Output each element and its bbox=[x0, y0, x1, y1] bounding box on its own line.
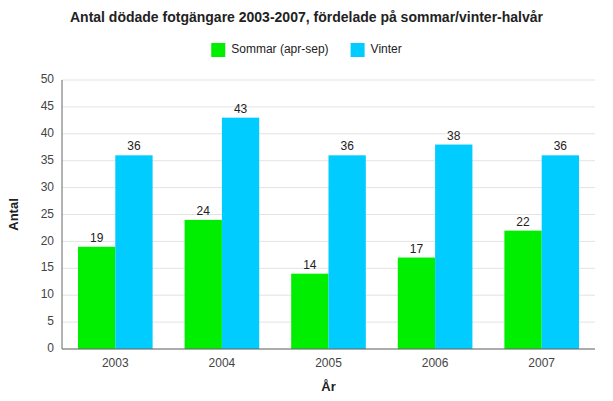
bar bbox=[78, 247, 115, 349]
x-tick-label: 2007 bbox=[528, 356, 555, 370]
data-label: 19 bbox=[90, 231, 104, 245]
bar bbox=[115, 155, 152, 349]
bar bbox=[504, 231, 541, 349]
bar bbox=[291, 274, 328, 349]
bar bbox=[185, 220, 222, 349]
y-axis-title: Antal bbox=[6, 198, 21, 231]
data-label: 38 bbox=[447, 129, 461, 143]
data-label: 22 bbox=[516, 215, 530, 229]
bar bbox=[398, 258, 435, 349]
y-tick-label: 35 bbox=[41, 153, 55, 167]
data-label: 36 bbox=[554, 139, 568, 153]
y-tick-label: 10 bbox=[41, 287, 55, 301]
bars bbox=[78, 118, 579, 349]
x-tick-label: 2006 bbox=[422, 356, 449, 370]
legend: Sommar (apr-sep) Vinter bbox=[211, 42, 402, 57]
title: Antal dödade fotgängare 2003-2007, förde… bbox=[70, 9, 544, 25]
legend-item: Sommar (apr-sep) bbox=[211, 42, 328, 57]
legend-swatch bbox=[351, 43, 365, 57]
bar bbox=[542, 155, 579, 349]
data-label: 36 bbox=[127, 139, 141, 153]
data-label: 36 bbox=[340, 139, 354, 153]
y-axis: 0 5 10 15 20 25 30 35 40 45 50 bbox=[41, 72, 55, 355]
data-label: 14 bbox=[303, 258, 317, 272]
y-tick-label: 25 bbox=[41, 207, 55, 221]
x-tick-label: 2005 bbox=[315, 356, 342, 370]
y-tick-label: 0 bbox=[47, 341, 54, 355]
y-tick-label: 5 bbox=[47, 314, 54, 328]
x-axis: 2003 2004 2005 2006 2007 bbox=[102, 356, 555, 370]
grid bbox=[62, 80, 595, 349]
chart-container: Antal dödade fotgängare 2003-2007, förde… bbox=[0, 0, 613, 401]
grid-line bbox=[62, 80, 595, 81]
y-tick-label: 30 bbox=[41, 180, 55, 194]
x-axis-title: År bbox=[321, 379, 335, 394]
legend-label: Sommar (apr-sep) bbox=[231, 42, 328, 56]
data-labels: 19 24 14 17 22 36 43 36 38 36 bbox=[90, 102, 567, 272]
y-tick-label: 40 bbox=[41, 126, 55, 140]
legend-label: Vinter bbox=[371, 42, 402, 56]
legend-swatch bbox=[211, 43, 225, 57]
grid-line bbox=[62, 133, 595, 134]
data-label: 24 bbox=[197, 204, 211, 218]
x-axis-line bbox=[62, 349, 595, 350]
y-axis-line bbox=[62, 80, 63, 349]
data-label: 17 bbox=[410, 242, 424, 256]
y-tick-label: 20 bbox=[41, 234, 55, 248]
grid-line bbox=[62, 106, 595, 107]
grid-line bbox=[62, 349, 595, 350]
legend-item: Vinter bbox=[351, 42, 402, 57]
page: {"chart_data": {"type": "bar", "title": … bbox=[0, 0, 613, 401]
x-tick-label: 2004 bbox=[209, 356, 236, 370]
y-tick-label: 45 bbox=[41, 99, 55, 113]
bar bbox=[435, 145, 472, 349]
y-tick-label: 15 bbox=[41, 260, 55, 274]
bar bbox=[329, 155, 366, 349]
chart: Antal dödade fotgängare 2003-2007, förde… bbox=[0, 0, 613, 401]
bar bbox=[222, 118, 259, 349]
data-label: 43 bbox=[234, 102, 248, 116]
y-tick-label: 50 bbox=[41, 72, 55, 86]
x-tick-label: 2003 bbox=[102, 356, 129, 370]
